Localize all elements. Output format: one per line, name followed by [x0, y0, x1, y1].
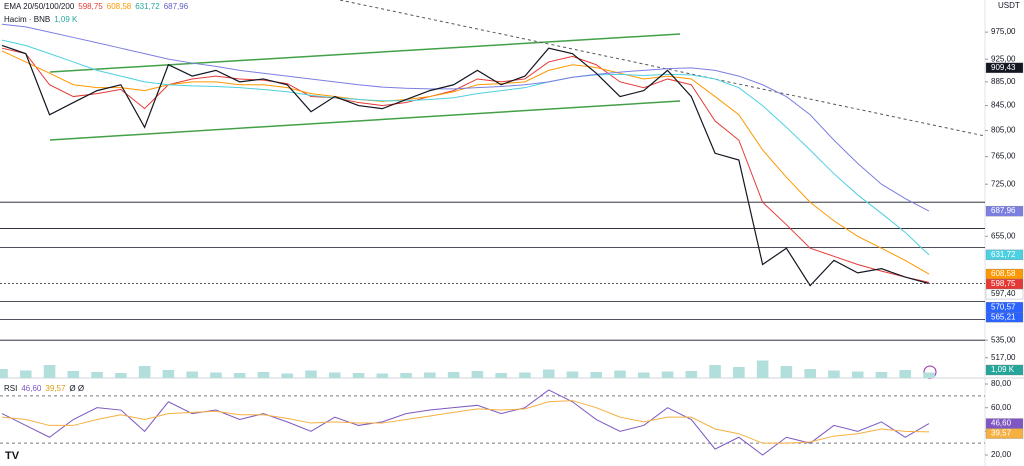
volume-bar — [661, 371, 674, 378]
price-tag-label: 46,60 — [991, 419, 1012, 428]
y-tick-label: 845,00 — [991, 101, 1016, 110]
price-tag-label: 597,40 — [991, 289, 1016, 298]
legend-value: 608,58 — [106, 2, 132, 11]
legend-title: EMA 20/50/100/200 — [4, 2, 75, 11]
price-tag — [985, 364, 1024, 376]
price-tag-label: 1,09 K — [991, 365, 1015, 374]
price-tag-label: 598,75 — [991, 279, 1016, 288]
price-tag — [985, 249, 1024, 261]
price-line — [1, 44, 930, 287]
price-tag-label: 565,21 — [991, 312, 1016, 321]
volume-bar — [637, 372, 650, 378]
volume-bar — [281, 373, 294, 378]
volume-bar — [756, 360, 769, 378]
volume-bar — [709, 365, 721, 378]
y-tick-label: 80,00 — [991, 379, 1012, 388]
volume-bar — [733, 367, 745, 378]
volume-bar — [851, 371, 864, 378]
series-line — [1, 23, 930, 212]
legend-extra: Ø Ø — [69, 384, 85, 393]
volume-bar — [875, 372, 888, 378]
price-tag-label: 608,58 — [991, 269, 1016, 278]
volume-bar — [138, 366, 151, 378]
price-tag-label: 631,72 — [991, 250, 1016, 259]
volume-bar — [233, 373, 246, 378]
volume-bar — [780, 366, 793, 378]
volume-bar — [899, 370, 912, 378]
price-tag-label: 687,96 — [991, 206, 1016, 215]
volume-bar — [447, 372, 460, 378]
currency: USDT — [998, 1, 1020, 10]
volume-bar — [614, 370, 626, 378]
price-tag — [985, 62, 1024, 74]
y-tick-label: 805,00 — [991, 126, 1016, 135]
logo: TV — [5, 450, 20, 462]
volume-bar — [424, 372, 436, 378]
y-tick-label: 517,00 — [991, 353, 1016, 362]
y-tick-label: 765,00 — [991, 152, 1016, 161]
volume-bar — [828, 370, 840, 378]
y-tick-label: 975,00 — [991, 27, 1016, 36]
y-tick-label: 655,00 — [991, 231, 1016, 240]
legend-volume: Hacim · BNB 1,09 K — [4, 15, 77, 24]
volume-bar — [210, 372, 222, 378]
series-line — [1, 400, 930, 444]
legend-title: RSI — [4, 384, 18, 393]
volume-bar — [305, 370, 317, 378]
volume-bar — [400, 373, 412, 378]
volume-bar — [19, 370, 32, 378]
price-tag — [985, 288, 1024, 300]
y-tick-label: 20,00 — [991, 450, 1012, 459]
volume-bar — [471, 371, 484, 378]
volume-bar — [0, 369, 8, 378]
price-tag — [985, 205, 1024, 217]
legend-ema: EMA 20/50/100/200 598,75 608,58 631,72 6… — [4, 2, 188, 11]
legend-title: Hacim · BNB — [4, 15, 51, 24]
volume-bar — [162, 370, 175, 378]
volume-bar — [566, 371, 579, 378]
volume-bar — [43, 365, 56, 378]
y-tick-label: 60,00 — [991, 403, 1012, 412]
channel-upper — [49, 33, 681, 73]
series-line — [1, 389, 930, 456]
legend-value: 39,57 — [45, 384, 66, 393]
volume-bar — [352, 373, 365, 378]
volume-bar — [495, 373, 507, 378]
legend-value: 631,72 — [135, 2, 160, 11]
y-tick-label: 535,00 — [991, 335, 1016, 344]
price-tag — [985, 428, 1024, 439]
channel-lower — [49, 100, 681, 141]
volume-bar — [923, 372, 935, 378]
volume-bar — [257, 372, 270, 378]
volume-bar — [542, 369, 555, 378]
legend-value: 598,75 — [78, 2, 103, 11]
volume-bar — [328, 372, 341, 378]
volume-bar — [804, 369, 816, 378]
volume-bar — [186, 371, 198, 378]
volume-bar — [67, 371, 80, 378]
series-line — [1, 39, 930, 256]
price-tag-label: 909,43 — [991, 63, 1016, 72]
price-tag-label: 39,57 — [991, 429, 1012, 438]
volume-bar — [376, 373, 389, 378]
legend-rsi: RSI 46,60 39,57 Ø Ø — [4, 384, 84, 393]
volume-bar — [115, 373, 127, 378]
trend-line — [339, 0, 986, 137]
y-tick-label: 725,00 — [991, 179, 1016, 188]
price-tag — [985, 311, 1024, 323]
volume-bar — [519, 372, 531, 378]
y-tick-label: 925,00 — [991, 54, 1016, 63]
legend-value: 687,96 — [163, 2, 189, 11]
y-tick-label: 885,00 — [991, 77, 1016, 86]
volume-bar — [590, 372, 603, 378]
volume-bar — [91, 372, 103, 378]
legend-value: 1,09 K — [54, 15, 78, 24]
price-tag-label: 570,57 — [991, 302, 1016, 311]
legend-value: 46,60 — [21, 384, 42, 393]
volume-bar — [685, 371, 698, 378]
